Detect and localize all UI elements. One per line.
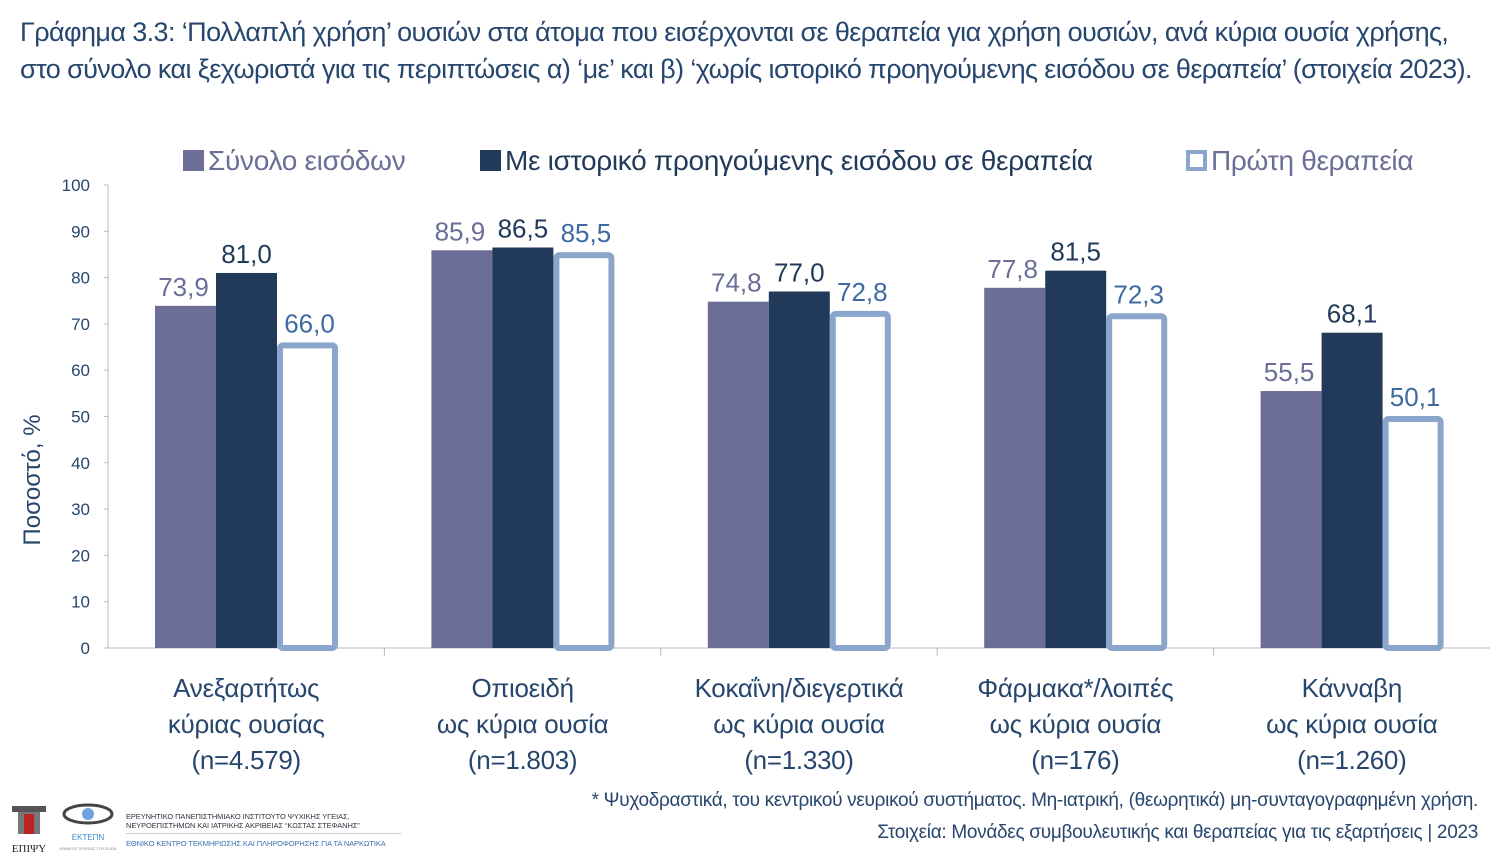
x-tick-label: Κοκαΐνη/διεγερτικά (695, 673, 904, 703)
y-tick-label: 90 (71, 222, 90, 241)
x-tick-label: Κάνναβη (1302, 673, 1402, 703)
bar (829, 310, 891, 651)
y-tick-label: 60 (71, 361, 90, 380)
bar (707, 301, 769, 648)
svg-text:ΕΠΙΨΥ: ΕΠΙΨΥ (12, 843, 46, 855)
data-label: 74,8 (711, 268, 762, 298)
bar (1045, 270, 1107, 648)
institute-line1: ΕΡΕΥΝΗΤΙΚΟ ΠΑΝΕΠΙΣΤΗΜΙΑΚΟ ΙΝΣΤΙΤΟΥΤΟ ΨΥΧ… (126, 812, 350, 821)
y-axis-label: Ποσοστό, % (19, 414, 46, 545)
y-tick-label: 10 (71, 593, 90, 612)
x-tick-label: Φάρμακα*/λοιπές (977, 673, 1173, 703)
data-label: 85,5 (561, 218, 612, 248)
bar (216, 272, 277, 648)
y-tick-label: 100 (62, 176, 90, 195)
data-label: 66,0 (284, 308, 335, 338)
source-note: Στοιχεία: Μονάδες συμβουλευτικής και θερ… (877, 822, 1478, 843)
bar (1260, 391, 1322, 648)
footnote: * Ψυχοδραστικά, του κεντρικού νευρικού σ… (591, 790, 1479, 811)
logos: ΕΠΙΨΥ ΕΚΤΕΠΝ ΕΘΝΙΚΟΣ ΦΟΡΕΑΣ ΤΟΥ EUDA ΕΡΕ… (8, 800, 408, 856)
x-tick-label: ως κύρια ουσία (1266, 709, 1438, 739)
y-tick-label: 20 (71, 546, 90, 565)
data-label: 72,8 (837, 277, 888, 307)
y-tick-label: 80 (71, 269, 90, 288)
legend-swatch (480, 150, 501, 171)
data-label: 77,8 (987, 254, 1038, 284)
epipsy-logo-icon: ΕΠΙΨΥ ΕΚΤΕΠΝ ΕΘΝΙΚΟΣ ΦΟΡΕΑΣ ΤΟΥ EUDA (12, 803, 117, 855)
x-tick-label: (n=176) (1031, 745, 1119, 775)
bar (553, 252, 615, 651)
bar (155, 305, 216, 648)
data-label: 68,1 (1327, 299, 1378, 329)
y-tick-label: 40 (71, 454, 90, 473)
institute-line2: ΝΕΥΡΟΕΠΙΣΤΗΜΩΝ ΚΑΙ ΙΑΤΡΙΚΗΣ ΑΚΡΙΒΕΙΑΣ “Κ… (126, 821, 360, 830)
data-label: 81,5 (1050, 237, 1101, 267)
y-tick-label: 0 (81, 639, 90, 658)
bar (1106, 313, 1168, 651)
x-tick-label: κύριας ουσίας (168, 709, 325, 739)
data-label: 85,9 (435, 216, 486, 246)
legend-label: Με ιστορικό προηγούμενης εισόδου σε θερα… (505, 145, 1093, 176)
x-tick-label: ως κύρια ουσία (713, 709, 885, 739)
chart-title: Γράφημα 3.3: ‘Πολλαπλή χρήση’ ουσιών στα… (20, 17, 1473, 84)
legend-swatch (183, 150, 204, 171)
svg-text:ΕΚΤΕΠΝ: ΕΚΤΕΠΝ (72, 833, 105, 842)
data-label: 50,1 (1390, 382, 1441, 412)
centre-name: ΕΘΝΙΚΟ ΚΕΝΤΡΟ ΤΕΚΜΗΡΙΩΣΗΣ ΚΑΙ ΠΛΗΡΟΦΟΡΗΣ… (126, 839, 386, 848)
bar (492, 247, 554, 648)
bar-chart: 0 10 20 30 40 50 60 70 80 90 100 Ποσοστό, % Σύνολο ε… (19, 145, 1490, 775)
x-tick-label: (n=4.579) (192, 745, 301, 775)
y-tick-label: 70 (71, 315, 90, 334)
bar (768, 291, 830, 648)
x-tick-label: ως κύρια ουσία (990, 709, 1162, 739)
y-tick-label: 30 (71, 500, 90, 519)
bar (984, 287, 1046, 648)
data-label: 81,0 (221, 239, 272, 269)
x-tick-label: ως κύρια ουσία (437, 709, 609, 739)
data-label: 72,3 (1113, 279, 1164, 309)
y-tick-label: 50 (71, 408, 90, 427)
data-label: 55,5 (1264, 357, 1315, 387)
x-tick-label: (n=1.260) (1297, 745, 1406, 775)
legend-label: Πρώτη θεραπεία (1211, 145, 1413, 176)
bar (431, 250, 493, 648)
x-tick-label: Οπιοειδή (471, 673, 573, 703)
x-tick-label: (n=1.803) (468, 745, 577, 775)
data-label: 77,0 (774, 257, 825, 287)
data-label: 86,5 (498, 214, 549, 244)
bar (1321, 332, 1383, 648)
bar (277, 342, 338, 651)
legend-swatch (1186, 150, 1207, 171)
bar (1382, 416, 1444, 651)
x-tick-label: (n=1.330) (744, 745, 853, 775)
legend-label: Σύνολο εισόδων (208, 145, 405, 176)
svg-text:ΕΘΝΙΚΟΣ ΦΟΡΕΑΣ ΤΟΥ EUDA: ΕΘΝΙΚΟΣ ΦΟΡΕΑΣ ΤΟΥ EUDA (59, 846, 116, 851)
data-label: 73,9 (158, 272, 209, 302)
x-tick-label: Ανεξαρτήτως (173, 673, 319, 703)
